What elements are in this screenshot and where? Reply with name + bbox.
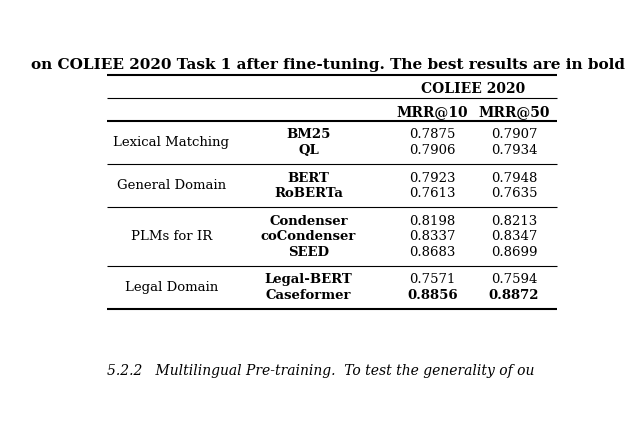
Text: 0.7635: 0.7635	[491, 187, 537, 200]
Text: 0.7934: 0.7934	[491, 144, 537, 157]
Text: RoBERTa: RoBERTa	[274, 187, 343, 200]
Text: Caseformer: Caseformer	[266, 289, 351, 302]
Text: 0.8856: 0.8856	[407, 289, 458, 302]
Text: MRR@50: MRR@50	[478, 105, 550, 119]
Text: Lexical Matching: Lexical Matching	[113, 136, 230, 149]
Text: PLMs for IR: PLMs for IR	[131, 230, 212, 243]
Text: Legal-BERT: Legal-BERT	[265, 273, 353, 286]
Text: General Domain: General Domain	[117, 179, 226, 192]
Text: 0.7875: 0.7875	[410, 128, 456, 142]
Text: on COLIEE 2020 Task 1 after fine-tuning. The best results are in bold: on COLIEE 2020 Task 1 after fine-tuning.…	[31, 58, 625, 72]
Text: 0.8347: 0.8347	[491, 230, 537, 243]
Text: 0.8213: 0.8213	[491, 215, 537, 228]
Text: 0.7906: 0.7906	[410, 144, 456, 157]
Text: 0.7571: 0.7571	[410, 273, 456, 286]
Text: Condenser: Condenser	[269, 215, 348, 228]
Text: 0.8337: 0.8337	[410, 230, 456, 243]
Text: SEED: SEED	[288, 245, 329, 258]
Text: 0.8699: 0.8699	[491, 245, 537, 258]
Text: QL: QL	[298, 144, 319, 157]
Text: coCondenser: coCondenser	[261, 230, 356, 243]
Text: 0.7594: 0.7594	[491, 273, 537, 286]
Text: 5.2.2   Multilingual Pre-training.  To test the generality of ou: 5.2.2 Multilingual Pre-training. To test…	[107, 364, 534, 378]
Text: BERT: BERT	[288, 172, 330, 184]
Text: 0.7613: 0.7613	[410, 187, 456, 200]
Text: 0.7948: 0.7948	[491, 172, 537, 184]
Text: 0.7923: 0.7923	[410, 172, 456, 184]
Text: Legal Domain: Legal Domain	[125, 281, 218, 294]
Text: MRR@10: MRR@10	[397, 105, 468, 119]
Text: 0.8683: 0.8683	[410, 245, 456, 258]
Text: 0.8198: 0.8198	[410, 215, 456, 228]
Text: BM25: BM25	[287, 128, 331, 142]
Text: 0.7907: 0.7907	[491, 128, 537, 142]
Text: 0.8872: 0.8872	[489, 289, 540, 302]
Text: COLIEE 2020: COLIEE 2020	[421, 82, 525, 96]
